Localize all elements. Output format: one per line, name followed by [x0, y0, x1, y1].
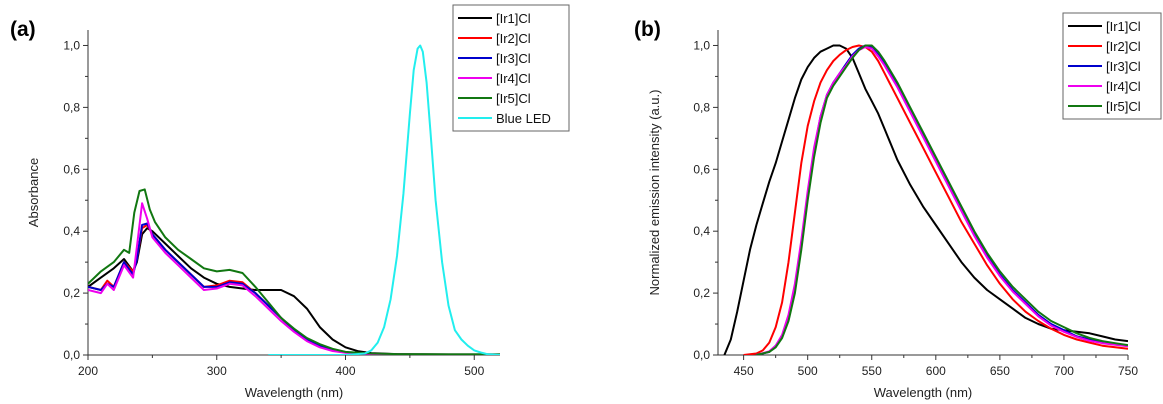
y-axis-title: Absorbance [26, 158, 41, 227]
legend-label: [Ir2]Cl [1106, 39, 1141, 54]
y-tick-label: 0,4 [693, 224, 710, 238]
y-tick-label: 0,0 [63, 348, 80, 362]
series-line [88, 224, 500, 355]
legend-label: [Ir5]Cl [1106, 99, 1141, 114]
legend-label: Blue LED [496, 111, 551, 126]
x-tick-label: 700 [1054, 364, 1074, 378]
legend-label: [Ir2]Cl [496, 31, 531, 46]
legend-label: [Ir5]Cl [496, 91, 531, 106]
panel-a-absorbance-chart: (a) 200 300 400 500 0,0 0,2 0,4 0,6 0,8 1,0 Wavelen… [10, 5, 569, 400]
y-tick-label: 0,2 [63, 286, 80, 300]
y-tick-label: 1,0 [693, 38, 710, 52]
x-axis-title: Wavelength (nm) [874, 385, 973, 400]
x-tick-label: 500 [798, 364, 818, 378]
x-tick-label: 550 [862, 364, 882, 378]
legend-label: [Ir4]Cl [496, 71, 531, 86]
series-line [88, 189, 500, 354]
panel-label: (a) [10, 18, 36, 41]
x-tick-label: 750 [1118, 364, 1138, 378]
x-tick-label: 450 [734, 364, 754, 378]
x-tick-label: 300 [207, 364, 227, 378]
panel-label: (b) [634, 18, 661, 41]
x-tick-label: 200 [78, 364, 98, 378]
series-line [88, 225, 500, 355]
y-tick-label: 0,2 [693, 286, 710, 300]
legend-label: [Ir3]Cl [496, 51, 531, 66]
legend-label: [Ir1]Cl [496, 11, 531, 26]
y-tick-label: 0,6 [63, 162, 80, 176]
y-tick-label: 0,6 [693, 162, 710, 176]
x-tick-label: 400 [335, 364, 355, 378]
legend-label: [Ir3]Cl [1106, 59, 1141, 74]
y-tick-label: 1,0 [63, 38, 80, 52]
series-line [88, 228, 500, 354]
y-tick-label: 0,0 [693, 348, 710, 362]
x-tick-label: 500 [464, 364, 484, 378]
x-tick-label: 600 [926, 364, 946, 378]
x-axis-title: Wavelength (nm) [245, 385, 344, 400]
y-axis-title: Normalized emission intensity (a.u.) [647, 90, 662, 296]
x-tick-label: 650 [990, 364, 1010, 378]
y-tick-label: 0,8 [693, 100, 710, 114]
y-tick-label: 0,4 [63, 224, 80, 238]
legend-label: [Ir4]Cl [1106, 79, 1141, 94]
y-tick-label: 0,8 [63, 100, 80, 114]
panel-b-emission-chart: (b) 450 500 550 600 650 700 750 0,0 0,2 0,4 0,6 0,8 1… [634, 13, 1161, 400]
legend-label: [Ir1]Cl [1106, 19, 1141, 34]
